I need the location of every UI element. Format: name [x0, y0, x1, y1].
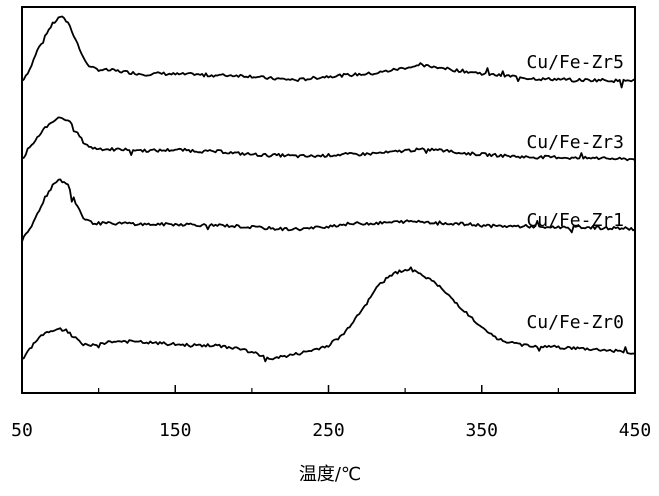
x-tick-label: 50: [11, 420, 33, 441]
x-tick-label: 150: [159, 420, 192, 441]
series-line: [21, 15, 636, 89]
x-tick-label: 350: [465, 420, 498, 441]
series-labels: Cu/Fe-Zr5 Cu/Fe-Zr3 Cu/Fe-Zr1 Cu/Fe-Zr0: [526, 52, 624, 333]
x-axis-label: 温度/℃: [299, 464, 361, 485]
series-label: Cu/Fe-Zr5: [526, 52, 624, 73]
series-curves: [21, 15, 636, 363]
series-label: Cu/Fe-Zr1: [526, 210, 624, 231]
series-line: [21, 116, 636, 162]
series-line: [21, 266, 636, 363]
x-tick-label: 450: [619, 420, 652, 441]
series-label: Cu/Fe-Zr0: [526, 312, 624, 333]
series-line: [21, 178, 636, 243]
series-label: Cu/Fe-Zr3: [526, 132, 624, 153]
x-ticks: 50 150 250 350 450: [11, 385, 651, 441]
x-tick-label: 250: [312, 420, 345, 441]
